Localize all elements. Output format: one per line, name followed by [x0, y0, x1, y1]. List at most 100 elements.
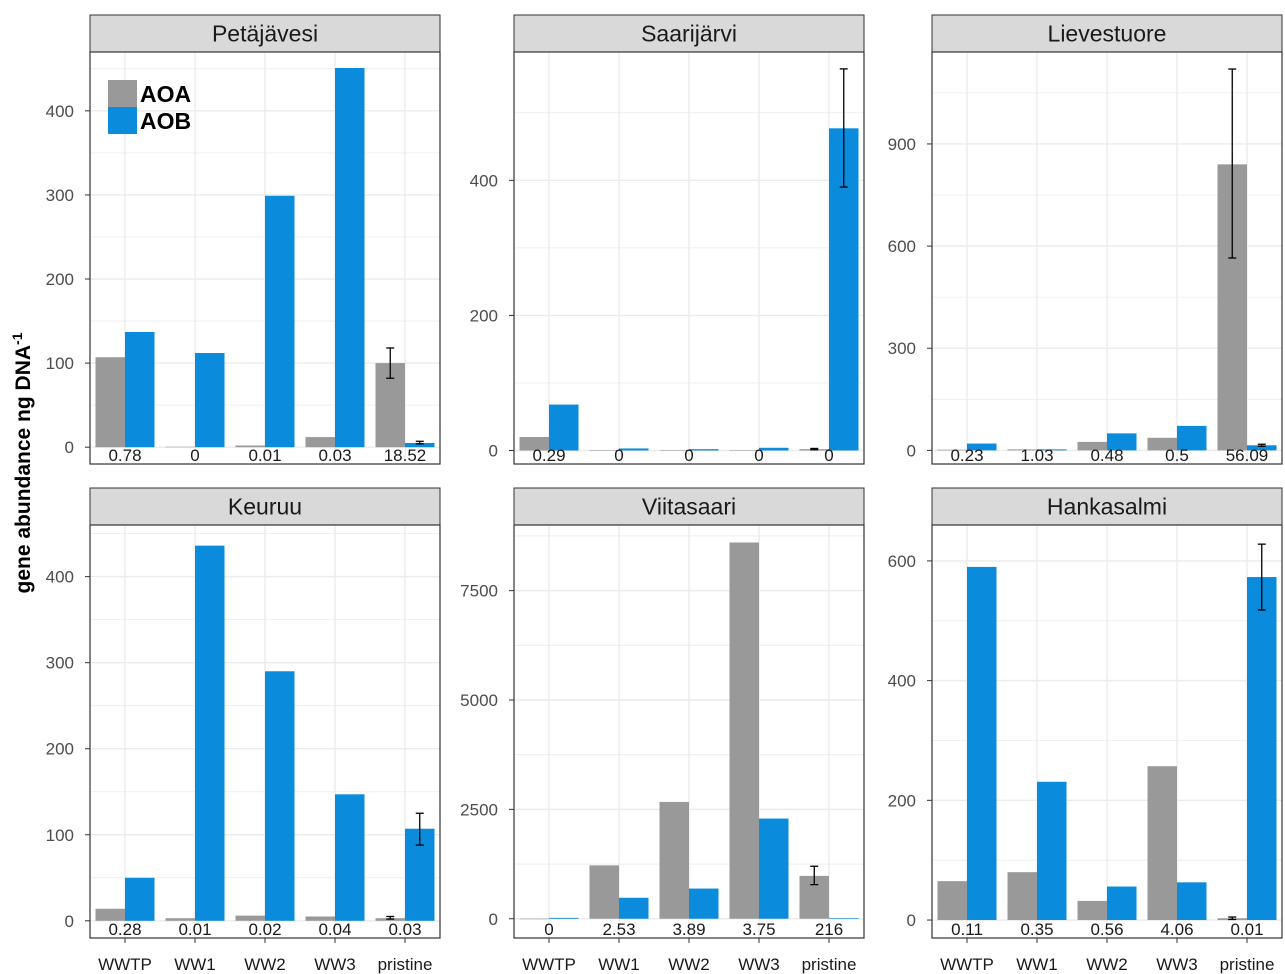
bar-aob [1037, 781, 1067, 921]
y-tick-label: 900 [888, 135, 916, 154]
legend-key-aoa [108, 80, 137, 107]
y-tick-label: 0 [907, 911, 916, 930]
bar-aob [405, 442, 435, 448]
bar-aob [1247, 577, 1277, 921]
bar-aob [195, 545, 225, 921]
bar-aoa [589, 450, 619, 451]
ratio-label: 0.02 [248, 920, 281, 939]
bar-aoa [1007, 449, 1037, 451]
ratio-label: 216 [815, 920, 843, 939]
panels-layer: Petäjävesi 0.78 0 0.01 0.03 18.52 0 100 200 300 40… [46, 14, 1283, 974]
panel-title: Keuruu [228, 494, 302, 520]
y-tick-label: 400 [46, 102, 74, 121]
ratio-label: 3.89 [672, 920, 705, 939]
bar-aob [759, 447, 789, 451]
bar-aob [1107, 886, 1137, 921]
bar-aob [759, 818, 789, 919]
bar-aob [689, 888, 719, 919]
y-tick-label: 100 [46, 826, 74, 845]
y-tick-label: 300 [46, 654, 74, 673]
bar-aob [1177, 882, 1207, 921]
y-tick-label: 400 [46, 568, 74, 587]
bar-aob [829, 918, 859, 919]
bar-aob [125, 877, 155, 921]
bar-aob [689, 449, 719, 451]
bar-aoa [937, 881, 967, 921]
x-tick-label: WW3 [1156, 955, 1198, 974]
legend-label-aoa: AOA [140, 81, 191, 107]
bar-aoa [729, 450, 759, 451]
ratio-label: 0 [824, 446, 833, 465]
y-tick-label: 0 [489, 441, 498, 460]
bar-aob [967, 443, 997, 451]
y-tick-label: 400 [888, 672, 916, 691]
y-tick-label: 0 [907, 441, 916, 460]
bar-aoa [235, 445, 265, 448]
panel-1: Petäjävesi 0.78 0 0.01 0.03 18.52 0 100 200 300 40… [46, 14, 441, 465]
panel-strip [513, 14, 865, 53]
bar-aoa [937, 449, 967, 451]
legend-key-aob [108, 107, 137, 134]
ratio-label: 0.03 [388, 920, 421, 939]
ratio-label: 0.01 [178, 920, 211, 939]
bar-aoa [165, 446, 195, 448]
x-tick-label: WW1 [174, 955, 216, 974]
panel-6: Hankasalmi 0.11 0.35 0.56 4.06 0.01 0 200 400 600… [888, 487, 1283, 974]
x-tick-label: WW1 [598, 955, 640, 974]
x-tick-label: WWTP [522, 955, 576, 974]
y-tick-label: 400 [470, 171, 498, 190]
bar-aob [195, 353, 225, 448]
ratio-label: 0.29 [532, 446, 565, 465]
bar-aoa [95, 357, 125, 448]
y-tick-label: 0 [489, 910, 498, 929]
panel-title: Petäjävesi [212, 21, 318, 47]
bar-aob [1247, 445, 1277, 451]
y-tick-label: 300 [888, 339, 916, 358]
panel-title: Viitasaari [642, 494, 736, 520]
ratio-label: 0 [684, 446, 693, 465]
ratio-label: 0 [544, 920, 553, 939]
x-tick-label: WW2 [1086, 955, 1128, 974]
ratio-label: 0.5 [1165, 446, 1189, 465]
ratio-label: 0.03 [318, 446, 351, 465]
bar-aob [265, 195, 295, 448]
x-tick-label: WW2 [668, 955, 710, 974]
y-tick-label: 200 [888, 791, 916, 810]
ratio-label: 3.75 [742, 920, 775, 939]
panel-2: Saarijärvi 0.29 0 0 0 0 0 200 400 [470, 14, 865, 465]
y-tick-label: 7500 [460, 582, 498, 601]
bar-aoa [1147, 437, 1177, 451]
ratio-label: 0.01 [248, 446, 281, 465]
ratio-label: 0.11 [951, 920, 983, 939]
ratio-label: 0.04 [318, 920, 351, 939]
panel-strip [89, 14, 441, 53]
y-tick-label: 2500 [460, 800, 498, 819]
ratio-label: 0 [754, 446, 763, 465]
bar-aoa [659, 450, 689, 451]
bar-aob [549, 404, 579, 451]
ratio-label: 0.56 [1090, 920, 1123, 939]
ratio-label: 0.48 [1090, 446, 1123, 465]
ratio-label: 0 [614, 446, 623, 465]
ratio-label: 18.52 [384, 446, 427, 465]
x-tick-label: WW3 [314, 955, 356, 974]
panel-strip [513, 487, 865, 526]
y-tick-label: 200 [46, 740, 74, 759]
panel-border [513, 51, 865, 465]
panel-border [89, 51, 441, 465]
ratio-label: 0.23 [950, 446, 983, 465]
x-tick-label: pristine [1220, 955, 1275, 974]
x-tick-label: pristine [802, 955, 857, 974]
y-tick-label: 600 [888, 552, 916, 571]
bar-aob [619, 897, 649, 919]
panel-5: Viitasaari 0 2.53 3.89 3.75 216 0 2500 5000 7500 W… [460, 487, 865, 974]
panel-title: Hankasalmi [1047, 494, 1167, 520]
bar-aoa [1077, 441, 1107, 451]
y-tick-label: 0 [65, 912, 74, 931]
bar-aoa [235, 915, 265, 921]
y-tick-label: 600 [888, 237, 916, 256]
bar-aob [265, 671, 295, 921]
panel-strip [931, 487, 1283, 526]
